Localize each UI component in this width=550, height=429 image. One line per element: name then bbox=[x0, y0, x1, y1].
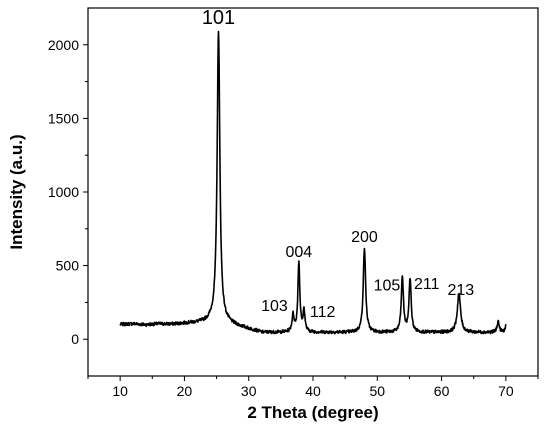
x-tick-label: 60 bbox=[434, 383, 450, 399]
x-tick-label: 20 bbox=[177, 383, 193, 399]
peak-label: 101 bbox=[202, 7, 235, 29]
x-tick-label: 10 bbox=[112, 383, 128, 399]
y-tick-label: 500 bbox=[56, 258, 80, 274]
y-tick-label: 1000 bbox=[48, 184, 79, 200]
xrd-pattern-line bbox=[119, 30, 507, 335]
y-axis-label: Intensity (a.u.) bbox=[7, 134, 26, 249]
x-axis-label: 2 Theta (degree) bbox=[247, 403, 378, 422]
axis-ticks bbox=[83, 44, 539, 381]
y-tick-label: 1500 bbox=[48, 110, 79, 126]
x-tick-label: 70 bbox=[498, 383, 514, 399]
y-tick-label: 2000 bbox=[48, 37, 79, 53]
x-tick-label: 30 bbox=[241, 383, 257, 399]
y-tick-label: 0 bbox=[71, 331, 79, 347]
peak-label: 004 bbox=[286, 244, 313, 261]
peak-labels: 101 004 200 103 112 105 211 213 bbox=[202, 7, 474, 321]
peak-label: 200 bbox=[351, 229, 378, 246]
peak-label: 103 bbox=[261, 298, 288, 315]
peak-label: 213 bbox=[448, 282, 475, 299]
x-tick-label: 40 bbox=[305, 383, 321, 399]
x-tick-label: 50 bbox=[369, 383, 385, 399]
tick-labels: 10 20 30 40 50 60 70 0 500 1000 1500 2000 bbox=[48, 37, 514, 399]
peak-label: 211 bbox=[414, 276, 440, 293]
peak-label: 105 bbox=[374, 278, 401, 295]
peak-label: 112 bbox=[310, 304, 336, 321]
